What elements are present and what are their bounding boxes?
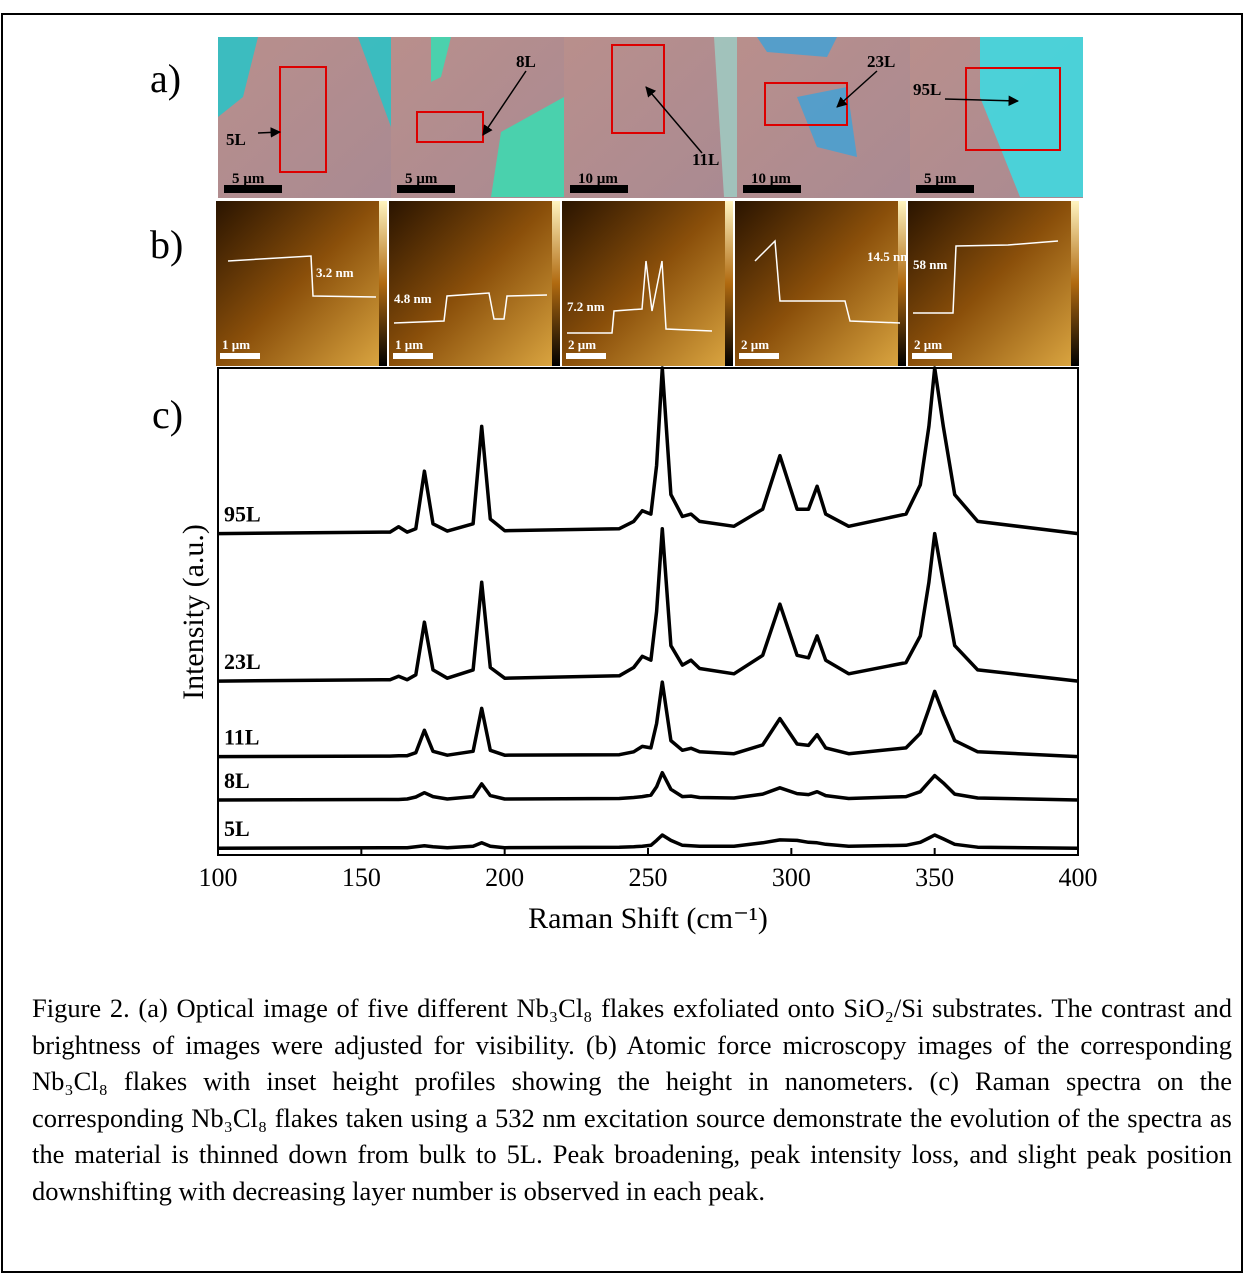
series-label: 5L bbox=[224, 816, 250, 841]
scale-bar bbox=[739, 353, 779, 359]
x-axis-label: Raman Shift (cm⁻¹) bbox=[528, 902, 768, 935]
height-profile bbox=[754, 239, 901, 324]
scale-bar bbox=[393, 353, 433, 359]
optical-image: 8L 5 µm bbox=[391, 37, 564, 198]
colorbar bbox=[725, 201, 733, 366]
panel-label: c) bbox=[152, 392, 183, 437]
scale-label: 10 µm bbox=[578, 171, 618, 187]
scale-label: 2 µm bbox=[741, 337, 769, 352]
scale-label: 1 µm bbox=[222, 337, 250, 352]
x-tick-label: 300 bbox=[772, 863, 811, 892]
x-tick-label: 250 bbox=[629, 863, 668, 892]
label-arrow bbox=[482, 70, 527, 136]
region-box bbox=[279, 66, 327, 173]
optical-image: 23L 10 µm bbox=[737, 37, 910, 198]
flake-region bbox=[980, 37, 1083, 197]
optical-image: 5L 5 µm bbox=[218, 37, 391, 198]
spectrum bbox=[217, 770, 1079, 802]
spectrum bbox=[217, 366, 1079, 536]
scale-label: 2 µm bbox=[914, 337, 942, 352]
layer-label: 5L bbox=[226, 130, 246, 149]
image-background bbox=[908, 201, 1071, 366]
scale-label: 5 µm bbox=[232, 171, 265, 187]
scale-label: 5 µm bbox=[405, 171, 438, 187]
scale-bar bbox=[570, 185, 628, 193]
label-arrow bbox=[257, 127, 282, 138]
height-label: 14.5 nm bbox=[867, 249, 911, 264]
image-background bbox=[389, 201, 552, 366]
height-label: 58 nm bbox=[913, 257, 947, 272]
x-tick-label: 400 bbox=[1059, 863, 1098, 892]
scale-bar bbox=[916, 185, 974, 193]
height-profile bbox=[393, 292, 548, 324]
x-tick-label: 200 bbox=[485, 863, 524, 892]
scale-bar bbox=[220, 353, 260, 359]
scale-bar bbox=[912, 353, 952, 359]
height-label: 7.2 nm bbox=[567, 299, 605, 314]
label-arrow bbox=[645, 86, 703, 154]
flake-region bbox=[757, 37, 857, 157]
afm-image: 7.2 nm 2 µm bbox=[562, 201, 733, 366]
afm-image: 14.5 nm 2 µm bbox=[735, 201, 911, 366]
height-profile bbox=[913, 240, 1059, 314]
layer-label: 11L bbox=[692, 150, 719, 169]
x-tick-label: 150 bbox=[342, 863, 381, 892]
region-box bbox=[611, 44, 665, 134]
height-profile bbox=[567, 260, 713, 334]
scale-label: 2 µm bbox=[568, 337, 596, 352]
afm-image: 4.8 nm 1 µm bbox=[389, 201, 560, 366]
colorbar bbox=[379, 201, 387, 366]
x-tick-label: 100 bbox=[199, 863, 238, 892]
colorbar bbox=[898, 201, 906, 366]
series-label: 23L bbox=[224, 649, 261, 674]
figure: a) b) c) Raman Shift (cm⁻¹) Intensity (a… bbox=[150, 37, 1098, 935]
caption: Figure 2. (a) Optical image of five diff… bbox=[32, 993, 1232, 1206]
scale-label: 5 µm bbox=[924, 171, 957, 187]
series-label: 8L bbox=[224, 768, 250, 793]
spectrum bbox=[217, 526, 1079, 683]
label-arrow bbox=[836, 70, 878, 108]
flake-region bbox=[714, 37, 737, 197]
spectrum bbox=[217, 680, 1079, 759]
image-background bbox=[735, 201, 898, 366]
scale-bar bbox=[743, 185, 801, 193]
optical-image: 95L 5 µm bbox=[910, 37, 1083, 198]
label-arrow bbox=[944, 95, 1020, 106]
scale-bar bbox=[566, 353, 606, 359]
image-background bbox=[216, 201, 379, 366]
y-axis-label: Intensity (a.u.) bbox=[177, 524, 210, 700]
x-tick-label: 350 bbox=[915, 863, 954, 892]
optical-image: 11L 10 µm bbox=[564, 37, 737, 198]
panel-label: b) bbox=[150, 222, 183, 267]
flake-region bbox=[218, 37, 391, 127]
scale-label: 1 µm bbox=[395, 337, 423, 352]
scale-label: 10 µm bbox=[751, 171, 791, 187]
series-label: 11L bbox=[224, 725, 259, 750]
spectrum bbox=[217, 833, 1079, 850]
panel-label: a) bbox=[150, 56, 181, 101]
afm-image: 58 nm 2 µm bbox=[908, 201, 1079, 366]
series-label: 95L bbox=[224, 502, 261, 527]
height-profile bbox=[227, 255, 377, 298]
height-label: 4.8 nm bbox=[394, 291, 432, 306]
colorbar bbox=[1071, 201, 1079, 366]
scale-bar bbox=[224, 185, 282, 193]
layer-label: 8L bbox=[516, 52, 536, 71]
height-label: 3.2 nm bbox=[316, 265, 354, 280]
flake-region bbox=[431, 37, 564, 197]
afm-image: 3.2 nm 1 µm bbox=[216, 201, 387, 366]
colorbar bbox=[552, 201, 560, 366]
layer-label: 23L bbox=[867, 52, 895, 71]
scale-bar bbox=[397, 185, 455, 193]
layer-label: 95L bbox=[913, 80, 941, 99]
region-box bbox=[965, 67, 1061, 151]
image-background bbox=[564, 37, 737, 198]
